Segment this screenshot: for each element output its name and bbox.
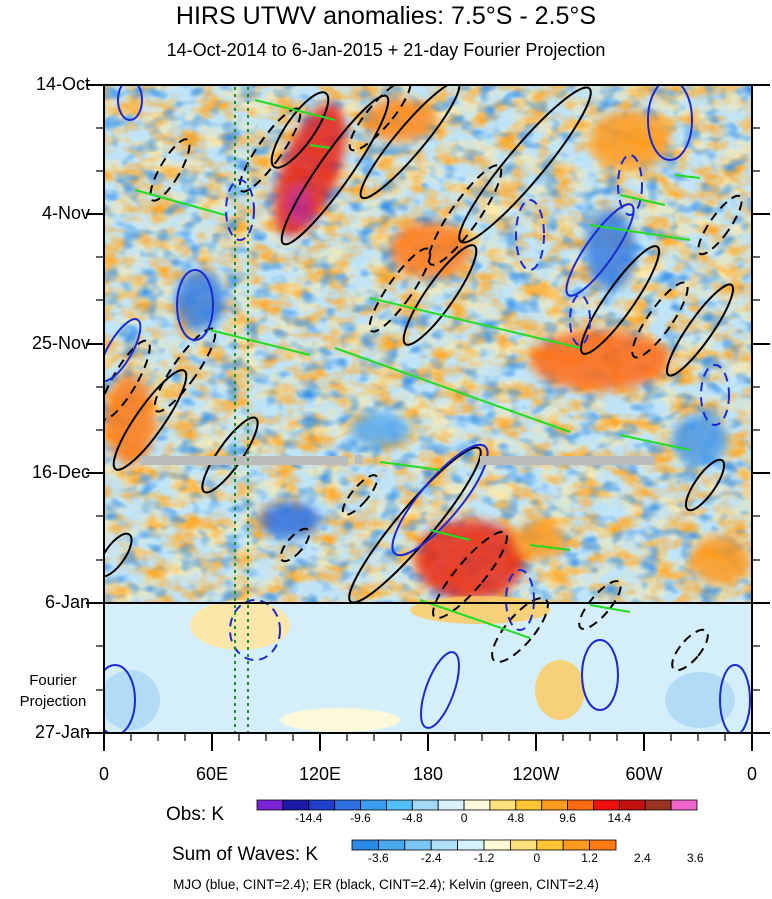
reference-longitude-lines [234,87,249,733]
contour-legend-footnote: MJO (blue, CINT=2.4); ER (black, CINT=2.… [173,877,599,892]
colorbar-tick-label: 3.6 [686,851,704,865]
colorbar-swatch [515,799,543,811]
colorbar-swatch [351,839,379,851]
colorbar-tick-label: -1.2 [473,851,495,865]
y-tick-label: 25-Nov [31,333,90,353]
colorbar-swatch [562,839,591,851]
colorbar-swatch [541,799,568,811]
colorbar-swatch [334,799,361,811]
colorbar-swatch [404,839,432,851]
colorbar-tick-label: 0 [533,851,541,865]
colorbar-tick-label: -14.4 [295,811,323,825]
chart-subtitle: 14-Oct-2014 to 6-Jan-2015 + 21-day Fouri… [166,40,606,60]
y-tick-label: 16-Dec [31,462,90,482]
x-tick-label: 0 [98,764,109,784]
colorbar-swatch [308,799,336,811]
y-tick-label: 4-Nov [41,203,90,223]
x-minor-ticks [130,733,726,741]
colorbar-swatch [282,799,310,811]
colorbar-tick-label: 1.2 [581,851,598,865]
x-tick-label: 60W [625,764,663,784]
y-major-ticks [86,84,770,734]
colorbar-swatch [589,839,617,851]
colorbar-swatch [536,839,564,851]
obs-colorbar-label: Obs: K [166,804,225,825]
colorbar-swatch [256,799,284,811]
x-tick-label: 120E [298,764,342,784]
colorbar-tick-label: 4.8 [507,811,525,825]
colorbar-tick-label: 2.4 [634,851,651,865]
waves-colorbar [351,839,617,851]
colorbar-swatch [457,839,485,851]
missing-data-bar [140,455,655,465]
x-tick-label: 180 [412,764,444,784]
y-tick-label: 14-Oct [35,74,90,94]
colorbar-swatch [509,839,538,851]
y-tick-label: 6-Jan [44,592,90,612]
colorbar-tick-label: -4.8 [401,811,423,825]
x-major-ticks [103,733,753,751]
colorbar-swatch [483,839,511,851]
mjo-contours [104,85,751,733]
colorbar-swatch [430,839,459,851]
colorbar-tick-label: 0 [460,811,468,825]
colorbar-tick-label: -3.6 [368,851,389,865]
colorbar-tick-label: 9.6 [559,811,576,825]
colorbar-swatch [411,799,439,811]
y-tick-label: 27-Jan [34,722,90,742]
colorbar-swatch [644,799,672,811]
waves-colorbar-label: Sum of Waves: K [172,844,319,865]
obs-colorbar [256,799,698,811]
colorbar-swatch [618,799,646,811]
colorbar-swatch [463,799,491,811]
colorbar-tick-label: -2.4 [420,851,442,865]
colorbar-swatch [360,799,387,811]
colorbar-swatch [386,799,413,811]
colorbar-swatch [377,839,406,851]
y-minor-ticks [96,127,760,691]
projection-label: Fourier Projection [19,672,87,710]
colorbar-tick-label: -9.6 [350,811,371,825]
x-tick-label: 120W [512,764,560,784]
er-contours [104,85,743,672]
colorbar-tick-label: 14.4 [607,811,632,825]
colorbar-swatch [567,799,594,811]
colorbar-swatch [670,799,698,811]
x-tick-label: 60E [195,764,229,784]
x-tick-label: 0 [746,764,757,784]
obs-field [104,85,752,603]
chart-title: HIRS UTWV anomalies: 7.5°S - 2.5°S [175,2,597,30]
colorbar-swatch [489,799,517,811]
projection-field [104,596,752,733]
colorbar-swatch [437,799,465,811]
colorbar-swatch [593,799,620,811]
kelvin-contours [134,99,701,639]
